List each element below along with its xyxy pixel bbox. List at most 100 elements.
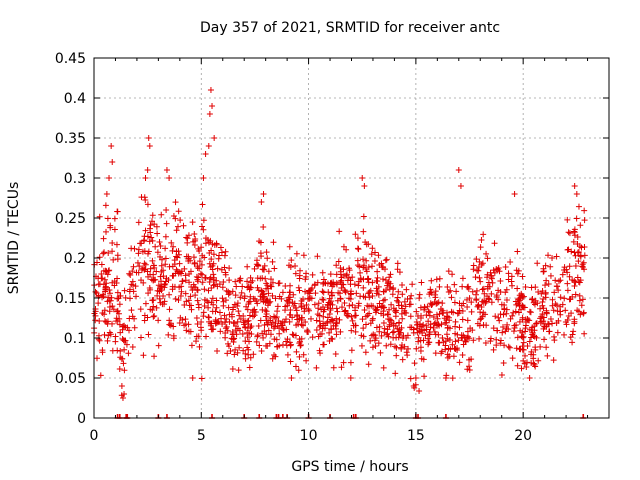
data-point xyxy=(121,367,128,374)
data-point xyxy=(428,301,435,308)
data-point xyxy=(279,289,286,296)
data-point xyxy=(269,279,276,286)
data-point xyxy=(222,271,229,278)
data-point xyxy=(352,231,359,238)
data-point xyxy=(307,286,314,293)
data-point xyxy=(270,239,277,246)
data-point xyxy=(464,328,471,335)
data-point xyxy=(442,342,449,349)
data-point xyxy=(408,292,415,299)
data-point xyxy=(209,241,216,248)
data-point xyxy=(231,319,238,326)
data-point xyxy=(117,329,124,336)
data-point xyxy=(104,337,111,344)
data-point xyxy=(344,312,351,319)
data-point xyxy=(572,279,579,286)
data-point xyxy=(554,329,561,336)
data-point xyxy=(538,313,545,320)
data-point xyxy=(333,281,340,288)
data-point xyxy=(251,295,258,302)
data-point xyxy=(223,323,230,330)
data-point xyxy=(539,287,546,294)
data-point xyxy=(376,300,383,307)
data-point xyxy=(362,239,369,246)
data-point xyxy=(361,306,368,313)
y-tick-label: 0.45 xyxy=(55,51,86,67)
data-point xyxy=(340,359,347,366)
data-point xyxy=(392,313,399,320)
data-point xyxy=(205,299,212,306)
data-point xyxy=(198,319,205,326)
data-point xyxy=(426,291,433,298)
data-point xyxy=(405,345,412,352)
data-point xyxy=(443,319,450,326)
data-point xyxy=(265,268,272,275)
data-point xyxy=(466,367,473,374)
data-point xyxy=(272,353,279,360)
data-point xyxy=(287,282,294,289)
data-point xyxy=(550,357,557,364)
data-point xyxy=(192,235,199,242)
data-point xyxy=(200,175,207,181)
data-point xyxy=(173,248,180,255)
data-point xyxy=(113,318,120,325)
data-point xyxy=(239,330,246,337)
data-point xyxy=(224,340,231,347)
data-point xyxy=(100,281,107,288)
data-point xyxy=(361,183,368,189)
data-point xyxy=(395,334,402,341)
data-point xyxy=(241,321,248,328)
data-point xyxy=(412,375,419,381)
data-point xyxy=(575,258,582,265)
data-point xyxy=(149,257,156,264)
data-point xyxy=(352,328,359,335)
data-point xyxy=(493,336,500,343)
data-point xyxy=(173,227,180,234)
data-point xyxy=(572,291,579,298)
data-point xyxy=(393,352,400,359)
data-point xyxy=(572,252,579,259)
data-point xyxy=(189,375,196,381)
data-point xyxy=(193,314,200,321)
data-point xyxy=(223,287,230,294)
data-point xyxy=(501,342,508,349)
data-point xyxy=(289,331,296,338)
data-point xyxy=(151,353,158,360)
data-point xyxy=(543,277,550,284)
data-point xyxy=(163,206,170,213)
data-point xyxy=(124,324,131,331)
data-point xyxy=(476,274,483,281)
data-point xyxy=(321,341,328,348)
x-tick-label: 0 xyxy=(90,428,99,444)
data-point xyxy=(579,261,586,268)
data-point xyxy=(564,216,571,223)
data-point xyxy=(274,303,281,310)
data-point xyxy=(152,243,159,250)
data-point xyxy=(126,315,133,322)
data-point xyxy=(104,215,111,222)
data-point xyxy=(320,296,327,303)
data-point xyxy=(370,303,377,310)
data-point xyxy=(269,292,276,299)
data-point xyxy=(565,313,572,320)
data-point xyxy=(232,346,239,353)
data-point xyxy=(134,259,141,266)
data-point xyxy=(191,231,198,238)
data-point xyxy=(452,330,459,337)
data-point xyxy=(497,340,504,347)
data-point xyxy=(103,228,110,235)
data-point xyxy=(348,313,355,320)
data-point xyxy=(360,213,367,220)
data-point xyxy=(459,334,466,341)
data-point xyxy=(380,320,387,327)
data-point xyxy=(417,304,424,311)
data-point xyxy=(294,312,301,319)
data-point xyxy=(309,271,316,278)
data-point xyxy=(502,263,509,270)
data-point xyxy=(413,325,420,332)
data-point xyxy=(433,311,440,318)
data-point xyxy=(144,314,151,321)
data-point xyxy=(153,223,160,230)
data-point xyxy=(424,303,431,310)
data-point xyxy=(98,270,105,277)
